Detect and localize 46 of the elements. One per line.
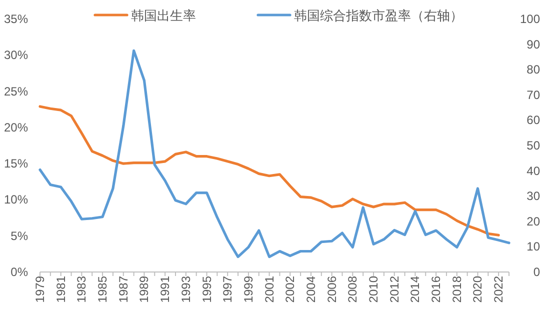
x-tick-label: 2012 bbox=[387, 276, 402, 303]
x-tick-label: 2001 bbox=[262, 276, 276, 303]
x-tick-label: 2008 bbox=[346, 276, 360, 303]
x-tick-label: 1993 bbox=[178, 276, 193, 303]
y2-tick-label: 100 bbox=[520, 12, 540, 26]
x-tick-label: 2006 bbox=[324, 276, 339, 303]
x-tick-label: 1983 bbox=[74, 276, 89, 303]
y2-tick-label: 30 bbox=[526, 189, 540, 204]
y2-tick-label: 50 bbox=[526, 138, 540, 152]
x-tick-label: 2016 bbox=[429, 276, 444, 303]
y-tick-label: 30% bbox=[4, 48, 28, 62]
y-tick-label: 5% bbox=[10, 228, 28, 243]
x-tick-label: 2004 bbox=[304, 276, 318, 303]
y2-tick-label: 70 bbox=[526, 88, 540, 102]
x-tick-label: 2022 bbox=[492, 276, 506, 303]
y-tick-label: 20% bbox=[4, 120, 28, 134]
x-tick-label: 2018 bbox=[450, 276, 464, 303]
line-series bbox=[38, 105, 500, 236]
y-tick-label: 0% bbox=[10, 265, 28, 279]
x-tick-label: 1979 bbox=[33, 276, 47, 303]
y2-tick-label: 80 bbox=[526, 62, 540, 77]
x-tick-label: 2014 bbox=[408, 276, 422, 303]
x-tick-label: 2002 bbox=[283, 276, 298, 303]
x-tick-label: 2020 bbox=[470, 276, 485, 303]
y2-tick-label: 20 bbox=[526, 214, 540, 228]
y2-tick-label: 0 bbox=[533, 265, 540, 279]
x-tick-label: 1981 bbox=[54, 276, 68, 303]
y-tick-label: 15% bbox=[4, 156, 28, 171]
x-tick-label: 2010 bbox=[366, 276, 381, 303]
x-tick-label: 1985 bbox=[96, 276, 110, 303]
x-tick-label: 1995 bbox=[200, 276, 214, 303]
y-tick-label: 10% bbox=[4, 192, 28, 207]
line-series bbox=[38, 49, 510, 258]
x-tick-label: 1997 bbox=[220, 276, 235, 303]
legend-label: 韩国综合指数市盈率（右轴） bbox=[294, 8, 463, 23]
x-tick-label: 1991 bbox=[158, 276, 172, 303]
y2-tick-label: 10 bbox=[526, 240, 540, 254]
x-tick-label: 1999 bbox=[241, 276, 256, 303]
legend-label: 韩国出生率 bbox=[131, 8, 196, 23]
x-tick-label: 1989 bbox=[137, 276, 152, 303]
y-tick-label: 35% bbox=[4, 12, 28, 26]
y2-tick-label: 60 bbox=[526, 113, 540, 128]
y-tick-label: 25% bbox=[4, 84, 28, 98]
y2-tick-label: 90 bbox=[526, 37, 540, 52]
x-tick-label: 1987 bbox=[116, 276, 130, 303]
y2-tick-label: 40 bbox=[526, 164, 540, 178]
